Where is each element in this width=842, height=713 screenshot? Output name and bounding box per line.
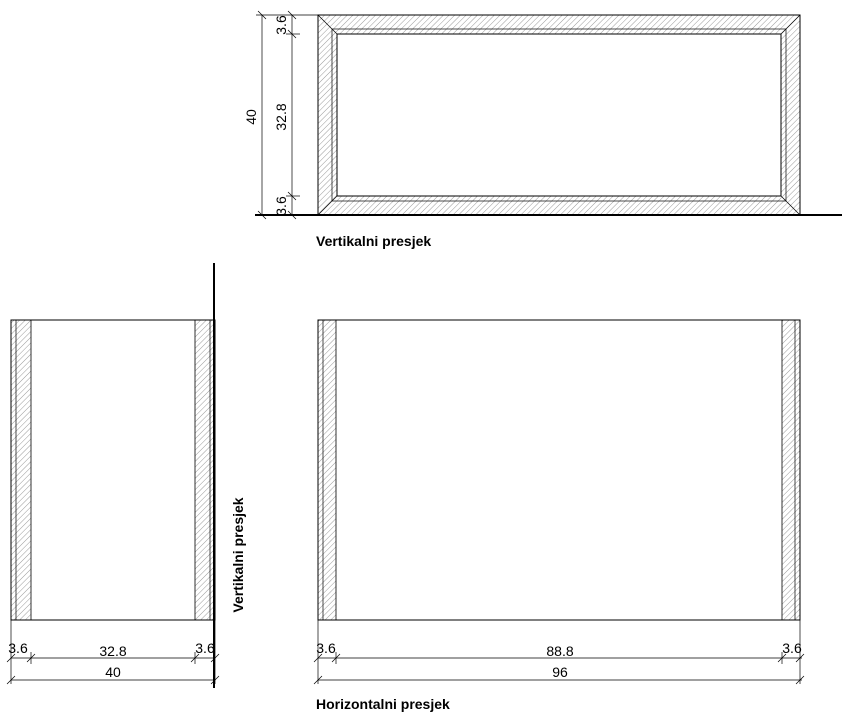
- frame-outer-edge: [317, 14, 801, 216]
- frame-inner-line: [331, 28, 787, 202]
- vertical-dimension-lines: [256, 10, 318, 220]
- side-section-view: 3.6 32.8 3.6 40 Vertikalni presjek: [6, 263, 246, 688]
- left-wall: [10, 319, 32, 621]
- dim-bottom-thickness: 3.6: [273, 196, 289, 216]
- vertical-section-caption: Vertikalni presjek: [316, 233, 431, 249]
- side-section-caption: Vertikalni presjek: [230, 497, 246, 612]
- corner-miters: [317, 14, 801, 216]
- h-dim-right-thickness: 3.6: [782, 640, 802, 656]
- dim-total-width: 40: [105, 664, 121, 680]
- dim-right-thickness: 3.6: [195, 640, 215, 656]
- frame-inner-edge: [336, 33, 782, 197]
- right-wall: [194, 319, 216, 621]
- h-dim-inner-width: 88.8: [546, 643, 573, 659]
- side-outline: [10, 319, 216, 621]
- h-outline: [317, 319, 801, 621]
- dim-left-thickness: 3.6: [8, 640, 28, 656]
- h-dim-total-width: 96: [552, 664, 568, 680]
- side-dimension-lines: [6, 620, 220, 685]
- horizontal-section-view: 3.6 88.8 3.6 96 Horizontalni presjek: [313, 319, 805, 712]
- vertical-section-view: 3.6 32.8 3.6 40 Vertikalni presjek: [243, 10, 842, 249]
- dim-total-height: 40: [243, 109, 259, 125]
- frame-walls: [318, 15, 800, 215]
- horizontal-section-caption: Horizontalni presjek: [316, 696, 450, 712]
- h-dim-left-thickness: 3.6: [316, 640, 336, 656]
- h-right-wall: [781, 319, 801, 621]
- h-left-wall: [317, 319, 337, 621]
- h-dimension-lines: [313, 620, 805, 685]
- dim-inner-height: 32.8: [273, 103, 289, 130]
- dim-inner-width: 32.8: [99, 643, 126, 659]
- dim-top-thickness: 3.6: [273, 15, 289, 35]
